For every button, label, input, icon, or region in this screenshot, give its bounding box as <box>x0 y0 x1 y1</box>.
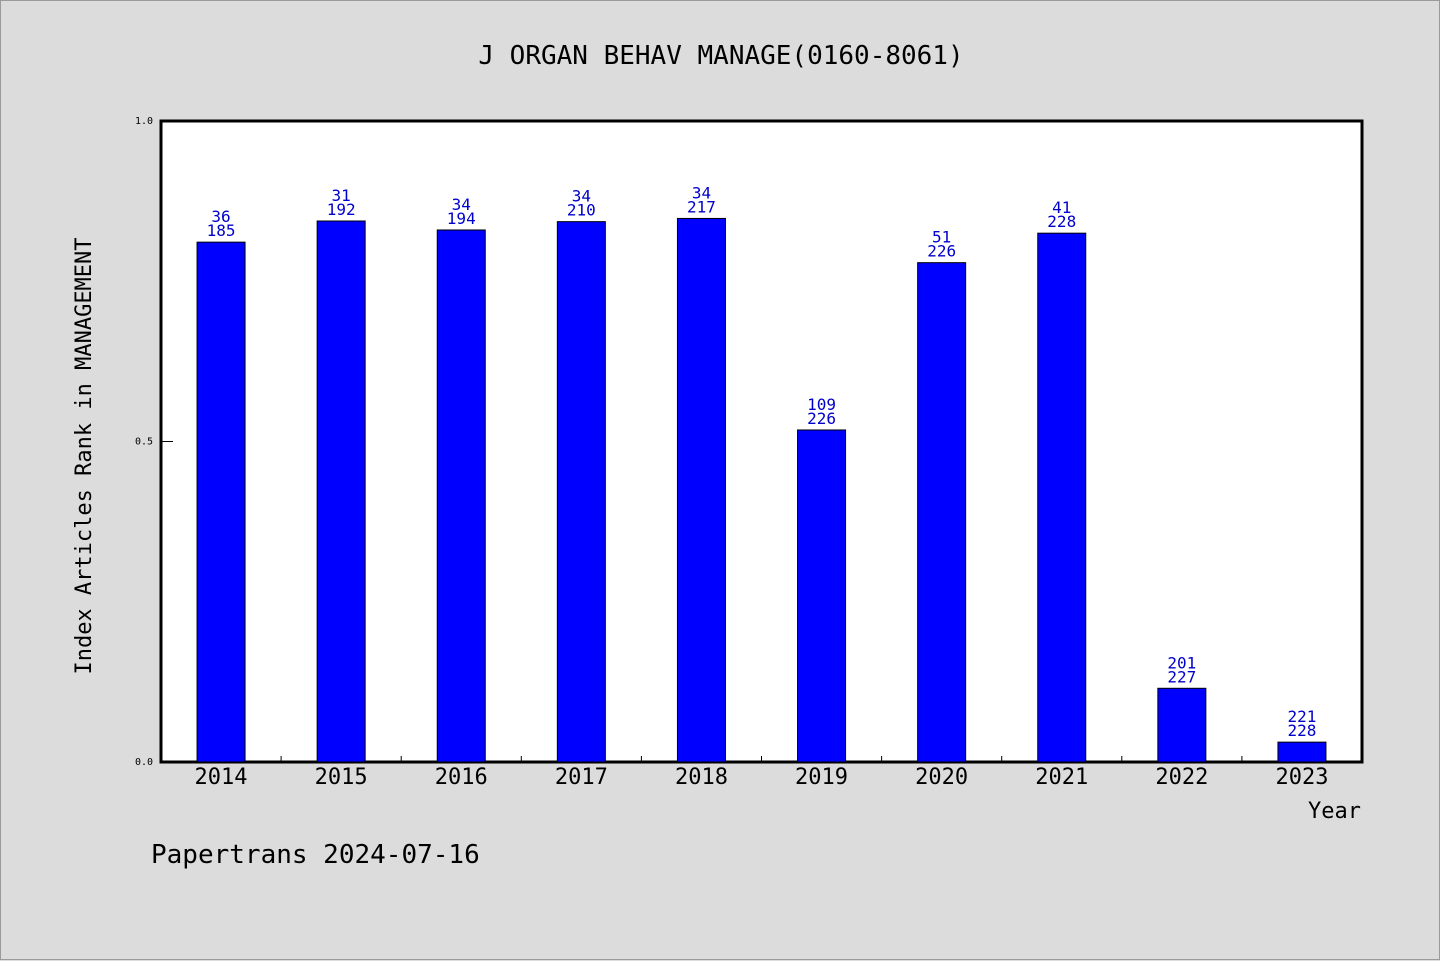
x-tick-label: 2015 <box>315 765 368 790</box>
bar-2019 <box>797 429 847 763</box>
data-label-rank: 36 <box>211 207 230 226</box>
x-tick-label: 2019 <box>795 765 848 790</box>
data-label-rank: 109 <box>807 395 836 414</box>
bar-2016 <box>436 229 486 763</box>
footer-credit: Papertrans 2024-07-16 <box>151 840 480 870</box>
x-tick-label: 2016 <box>435 765 488 790</box>
x-tick-label: 2020 <box>915 765 968 790</box>
x-tick-label: 2018 <box>675 765 728 790</box>
data-label-total: 228 <box>1047 212 1076 231</box>
data-label-total: 185 <box>207 221 236 240</box>
data-label-rank: 41 <box>1052 198 1071 217</box>
bar-2021 <box>1037 232 1087 763</box>
data-label-total: 226 <box>807 409 836 428</box>
x-tick-label: 2021 <box>1035 765 1088 790</box>
bar-2014 <box>196 241 246 763</box>
axis-ticks: 2014 2015 2016 2017 2018 2019 2020 2021 2022 2023… <box>135 116 1329 790</box>
bar-2018 <box>676 217 726 763</box>
data-label-rank: 34 <box>452 195 471 214</box>
data-label-total: 228 <box>1287 721 1316 740</box>
y-tick-label: 0.0 <box>135 757 153 768</box>
y-axis-label: Index Articles Rank in MANAGEMENT <box>72 237 97 674</box>
data-label-rank: 221 <box>1287 707 1316 726</box>
data-label-total: 226 <box>927 242 956 261</box>
bar-2015 <box>316 220 366 763</box>
chart-title: J ORGAN BEHAV MANAGE(0160-8061) <box>478 41 963 71</box>
data-label-rank: 51 <box>932 228 951 247</box>
data-label-rank: 34 <box>692 183 711 202</box>
y-tick-label: 0.5 <box>135 437 153 448</box>
data-label-total: 194 <box>447 209 476 228</box>
data-label-rank: 201 <box>1167 653 1196 672</box>
bar-2020 <box>917 262 967 763</box>
x-tick-label: 2014 <box>195 765 248 790</box>
bar-2022 <box>1157 687 1207 763</box>
data-label-rank: 34 <box>572 187 591 206</box>
data-label-total: 210 <box>567 201 596 220</box>
x-tick-label: 2023 <box>1275 765 1328 790</box>
data-label-rank: 31 <box>332 186 351 205</box>
data-label-total: 227 <box>1167 667 1196 686</box>
data-label-total: 192 <box>327 200 356 219</box>
y-tick-label: 1.0 <box>135 116 153 127</box>
bar-2023 <box>1277 741 1327 763</box>
x-tick-label: 2017 <box>555 765 608 790</box>
data-label-total: 217 <box>687 197 716 216</box>
bar-2017 <box>556 221 606 763</box>
x-tick-label: 2022 <box>1155 765 1208 790</box>
x-axis-label: Year <box>1308 799 1361 824</box>
